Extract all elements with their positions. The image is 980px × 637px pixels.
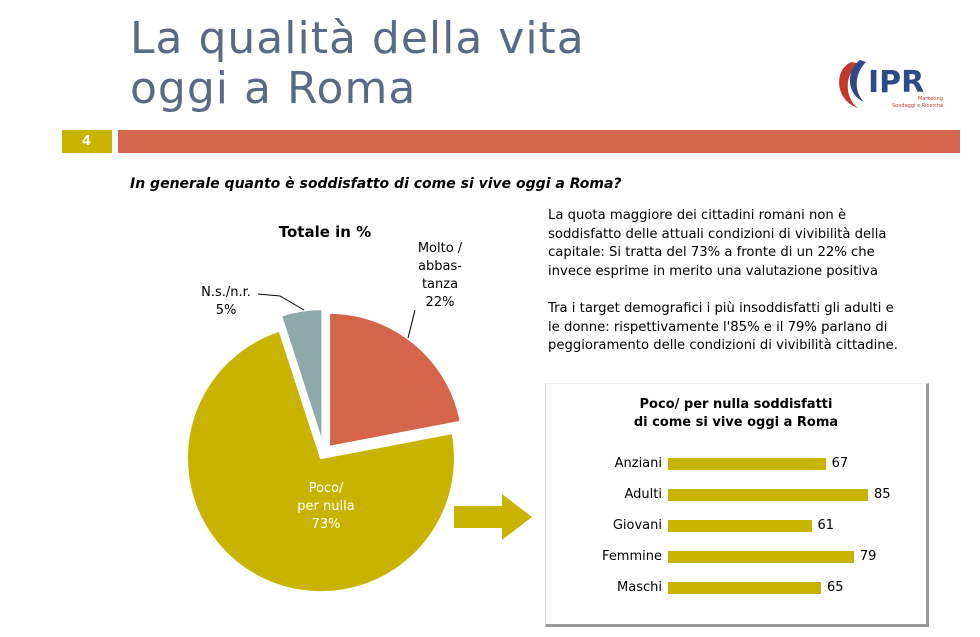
survey-question: In generale quanto è soddisfatto di come… bbox=[130, 176, 622, 192]
bar bbox=[668, 582, 821, 594]
paragraph-1-line: invece esprime in merito una valutazione… bbox=[548, 263, 878, 279]
paragraph-2-line: Tra i target demografici i più insoddisf… bbox=[548, 301, 894, 316]
paragraph-1-line: capitale: Si tratta del 73% a fronte di … bbox=[548, 245, 875, 261]
bar-value-label: 65 bbox=[826, 580, 844, 595]
bar-value-label: 79 bbox=[859, 549, 877, 564]
pie-slice bbox=[186, 329, 456, 594]
paragraph-1-line: La quota maggiore dei cittadini romani n… bbox=[548, 208, 847, 223]
pie-slice bbox=[328, 311, 462, 449]
bar-chart-title-line: di come si vive oggi a Roma bbox=[633, 415, 839, 430]
title-line-1: La qualità della vita bbox=[130, 13, 585, 64]
pie-chart: Totale in % Molto / abbas-tanza 22% Poco/pe… bbox=[186, 223, 463, 594]
bar-value-label: 67 bbox=[831, 456, 849, 471]
title-line-2: oggi a Roma bbox=[130, 63, 417, 114]
pie-chart-title: Totale in % bbox=[279, 223, 371, 241]
pie-slice-label: N.s./n.r. 5% bbox=[201, 285, 251, 318]
bar-category-label: Giovani bbox=[612, 518, 662, 533]
header-bar bbox=[118, 130, 960, 153]
logo-swoosh-blue bbox=[849, 60, 866, 102]
bar bbox=[668, 551, 854, 563]
logo-swoosh-red bbox=[839, 62, 860, 108]
arrow-right-icon bbox=[454, 494, 532, 540]
ipr-logo: IPR Marketing Sondaggi e Ricerche bbox=[839, 60, 943, 109]
bar-category-label: Anziani bbox=[614, 456, 662, 471]
paragraph-2: Tra i target demografici i più insoddisf… bbox=[548, 300, 968, 356]
bar-chart-panel: Poco/ per nulla soddisfatti di come si v… bbox=[545, 383, 929, 627]
paragraph-1: La quota maggiore dei cittadini romani n… bbox=[548, 207, 968, 281]
logo-tagline-2: Sondaggi e Ricerche bbox=[892, 103, 943, 109]
bar bbox=[668, 489, 868, 501]
pie-slice-label: Molto / abbas-tanza 22% bbox=[418, 241, 463, 310]
paragraph-1-line: soddisfatto delle attuali condizioni di … bbox=[548, 226, 887, 242]
bar-value-label: 61 bbox=[817, 518, 835, 533]
pie-slice bbox=[279, 308, 324, 444]
page-title: La qualità della vita oggi a Roma bbox=[130, 14, 585, 114]
bar bbox=[668, 520, 812, 532]
paragraph-2-line: le donne: rispettivamente l'85% e il 79%… bbox=[548, 319, 888, 335]
logo-brand: IPR bbox=[868, 65, 924, 100]
bar-chart-title-line: Poco/ per nulla soddisfatti bbox=[639, 397, 833, 412]
pie-leader-line bbox=[407, 309, 416, 339]
bar-category-label: Femmine bbox=[602, 549, 662, 564]
bar-category-label: Adulti bbox=[624, 487, 662, 502]
logo-tagline-1: Marketing bbox=[918, 96, 943, 102]
paragraph-2-line: peggioramento delle condizioni di vivibi… bbox=[548, 338, 898, 354]
bar-category-label: Maschi bbox=[617, 580, 662, 595]
bar-value-label: 85 bbox=[874, 487, 891, 502]
pie-leader-line bbox=[257, 293, 305, 311]
slide-number: 4 bbox=[62, 130, 112, 153]
bar-chart-title: Poco/ per nulla soddisfatti di come si v… bbox=[546, 396, 926, 432]
pie-slice-label: Poco/per nulla 73% bbox=[297, 481, 354, 532]
bar bbox=[668, 458, 826, 470]
